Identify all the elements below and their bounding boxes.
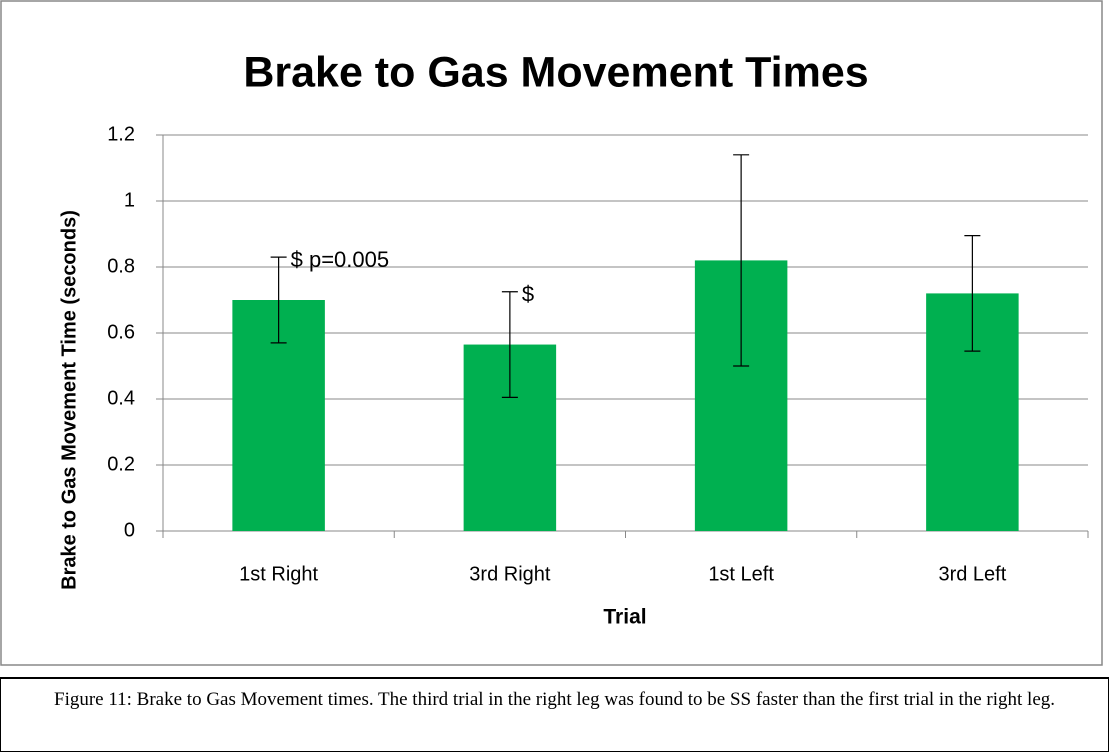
x-tick-label: 3rd Left (938, 563, 1006, 585)
x-axis-label: Trial (603, 606, 646, 629)
annotation: $ p=0.005 (291, 247, 389, 272)
y-tick-label: 0 (124, 519, 135, 541)
error-bar (270, 256, 287, 344)
y-tick-label: 0.2 (107, 453, 135, 475)
y-tick-label: 0.8 (107, 255, 135, 277)
annotation: $ (522, 282, 534, 307)
x-tick-label: 3rd Right (469, 563, 551, 585)
chart: Brake to Gas Movement Times Trial Brake … (0, 0, 1103, 666)
x-tick-label: 1st Right (239, 563, 318, 585)
y-tick-label: 1.2 (107, 123, 135, 145)
error-bar (501, 291, 518, 398)
y-tick-label: 1 (124, 189, 135, 211)
y-tick-label: 0.4 (107, 387, 135, 409)
y-tick-label: 0.6 (107, 321, 135, 343)
x-tick-label: 1st Left (708, 563, 774, 585)
caption: Figure 11: Brake to Gas Movement times. … (0, 677, 1109, 752)
error-bar (964, 235, 981, 352)
y-axis-label: Brake to Gas Movement Time (seconds) (58, 210, 80, 590)
chart-title: Brake to Gas Movement Times (243, 48, 868, 96)
error-bar (733, 154, 750, 367)
